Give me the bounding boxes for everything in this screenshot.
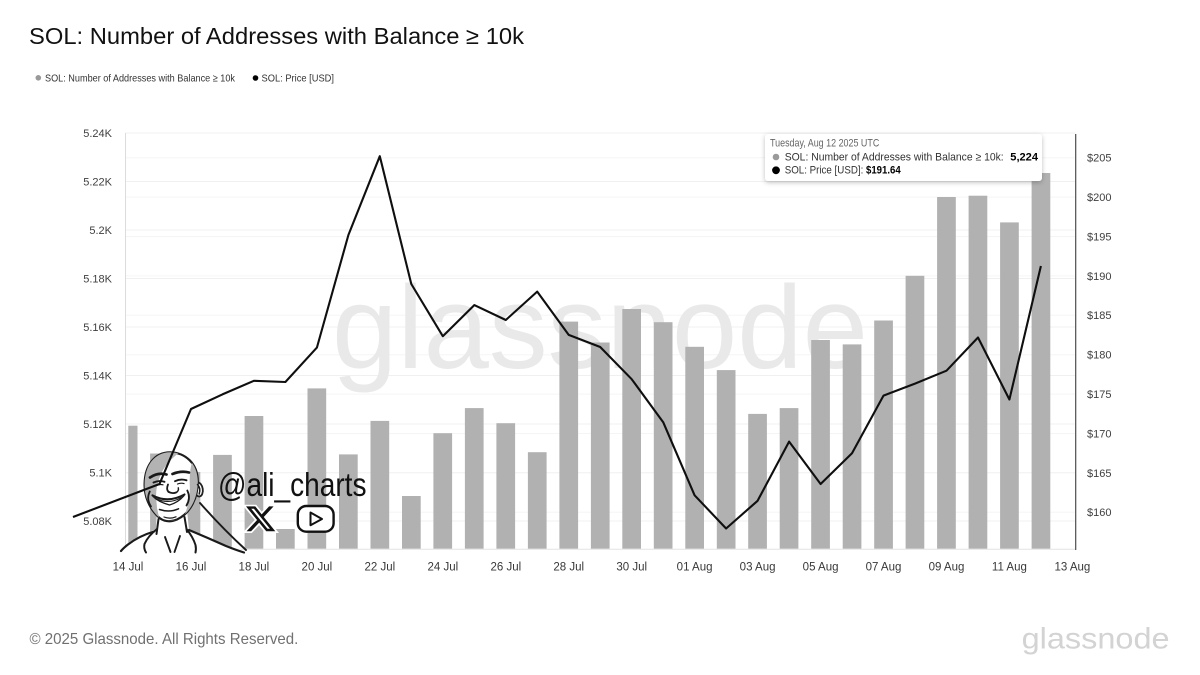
svg-text:09 Aug: 09 Aug xyxy=(929,562,965,574)
svg-text:© 2025 Glassnode. All Rights R: © 2025 Glassnode. All Rights Reserved. xyxy=(30,631,299,648)
svg-text:@ali_charts: @ali_charts xyxy=(218,466,367,503)
svg-text:13 Aug: 13 Aug xyxy=(1054,562,1090,574)
svg-text:03 Aug: 03 Aug xyxy=(740,562,776,574)
svg-text:5.22K: 5.22K xyxy=(83,176,112,188)
svg-text:11 Aug: 11 Aug xyxy=(992,562,1027,574)
svg-text:$195: $195 xyxy=(1087,231,1111,243)
svg-text:5.1K: 5.1K xyxy=(89,467,112,479)
svg-text:$185: $185 xyxy=(1087,310,1111,322)
svg-text:$191.64: $191.64 xyxy=(866,165,901,177)
svg-text:$165: $165 xyxy=(1087,468,1111,480)
svg-text:$170: $170 xyxy=(1087,428,1111,440)
svg-text:5,224: 5,224 xyxy=(1010,152,1038,164)
svg-text:$180: $180 xyxy=(1087,350,1111,362)
svg-text:$190: $190 xyxy=(1087,271,1111,283)
svg-text:07 Aug: 07 Aug xyxy=(866,562,902,574)
svg-text:5.12K: 5.12K xyxy=(83,419,112,431)
svg-text:5.16K: 5.16K xyxy=(83,322,112,334)
svg-text:16 Jul: 16 Jul xyxy=(176,562,207,574)
svg-text:5.24K: 5.24K xyxy=(83,128,112,140)
svg-text:24 Jul: 24 Jul xyxy=(427,562,458,574)
svg-text:28 Jul: 28 Jul xyxy=(553,562,584,574)
svg-text:30 Jul: 30 Jul xyxy=(616,562,647,574)
svg-text:26 Jul: 26 Jul xyxy=(490,562,521,574)
svg-text:SOL: Price [USD]:: SOL: Price [USD]: xyxy=(785,165,864,177)
svg-text:$160: $160 xyxy=(1087,507,1111,519)
svg-text:$205: $205 xyxy=(1087,153,1111,165)
svg-text:SOL: Number of Addresses with: SOL: Number of Addresses with Balance ≥ … xyxy=(29,23,524,49)
svg-text:SOL: Number of Addresses with: SOL: Number of Addresses with Balance ≥ … xyxy=(785,152,1004,164)
svg-text:SOL: Number of Addresses with: SOL: Number of Addresses with Balance ≥ … xyxy=(45,72,236,84)
svg-text:5.14K: 5.14K xyxy=(83,370,112,382)
svg-text:14 Jul: 14 Jul xyxy=(113,562,144,574)
svg-text:18 Jul: 18 Jul xyxy=(239,562,270,574)
svg-text:05 Aug: 05 Aug xyxy=(803,562,839,574)
svg-text:5.08K: 5.08K xyxy=(83,516,112,528)
svg-text:01 Aug: 01 Aug xyxy=(677,562,713,574)
svg-text:glassnode: glassnode xyxy=(1022,623,1170,656)
svg-text:20 Jul: 20 Jul xyxy=(302,562,333,574)
svg-text:5.18K: 5.18K xyxy=(83,273,112,285)
svg-text:5.2K: 5.2K xyxy=(89,225,112,237)
svg-text:$200: $200 xyxy=(1087,192,1111,204)
svg-text:$175: $175 xyxy=(1087,389,1111,401)
svg-text:22 Jul: 22 Jul xyxy=(364,562,395,574)
svg-text:SOL: Price [USD]: SOL: Price [USD] xyxy=(262,72,335,84)
svg-text:Tuesday, Aug 12 2025 UTC: Tuesday, Aug 12 2025 UTC xyxy=(770,138,879,150)
